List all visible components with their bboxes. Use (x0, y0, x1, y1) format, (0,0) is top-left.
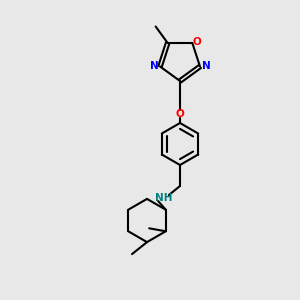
Text: N: N (202, 61, 210, 71)
Text: O: O (193, 37, 201, 46)
Text: O: O (176, 109, 184, 119)
Text: N: N (150, 61, 158, 71)
Text: NH: NH (155, 193, 172, 203)
